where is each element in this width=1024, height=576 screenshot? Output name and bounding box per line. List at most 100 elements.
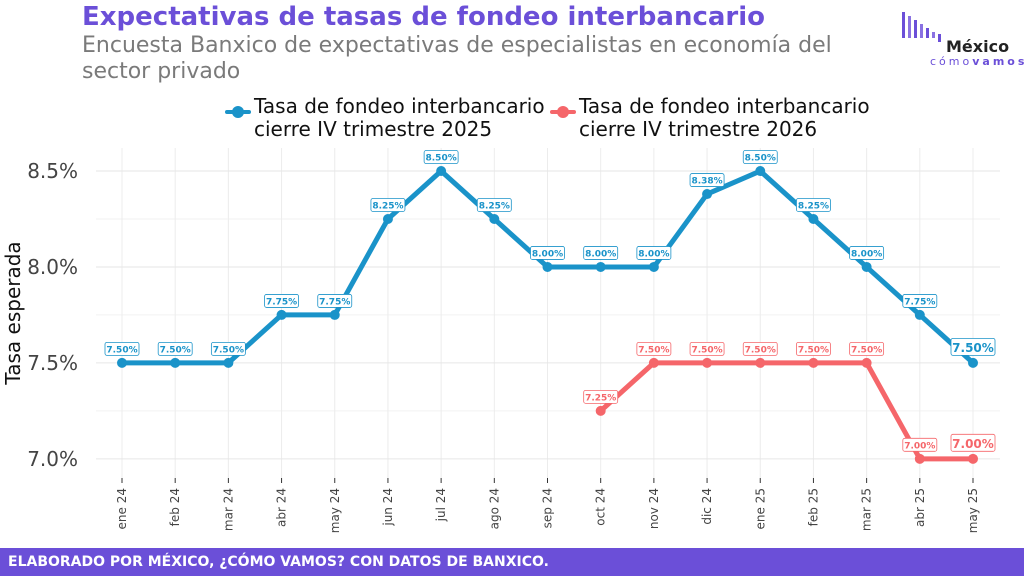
x-tick-label: sep 24	[541, 488, 555, 528]
data-label: 7.50%	[798, 345, 829, 355]
footer-credit: ELABORADO POR MÉXICO, ¿CÓMO VAMOS? CON D…	[8, 554, 549, 570]
data-label-box	[796, 198, 831, 212]
data-label: 7.50%	[106, 345, 137, 355]
data-label-box	[157, 341, 193, 356]
data-point	[595, 261, 606, 272]
y-tick-label: 8.0%	[27, 255, 78, 279]
legend-marker-2026	[550, 106, 576, 118]
chart-subtitle: Encuesta Banxico de expectativas de espe…	[82, 33, 832, 84]
data-point	[382, 213, 393, 224]
data-point	[648, 261, 659, 272]
data-label: 8.50%	[745, 154, 776, 164]
data-point	[808, 357, 819, 368]
data-label: 8.50%	[426, 154, 457, 164]
data-point	[329, 309, 340, 320]
mexico-como-vamos-logo: México cómovamos	[900, 10, 1024, 68]
legend-marker-2025	[225, 106, 251, 118]
data-label-box	[742, 341, 778, 356]
data-label-box	[849, 246, 885, 260]
data-point	[436, 166, 447, 177]
y-tick-label: 7.5%	[27, 351, 78, 375]
y-tick-label: 8.5%	[27, 159, 78, 183]
data-label-box	[264, 294, 299, 308]
data-point	[648, 357, 659, 368]
data-label: 7.50%	[691, 345, 722, 355]
data-label-box	[689, 341, 725, 356]
y-axis-label: Tasa esperada	[1, 241, 25, 385]
data-label: 7.00%	[904, 441, 935, 451]
footer-bar: ELABORADO POR MÉXICO, ¿CÓMO VAMOS? CON D…	[0, 548, 1024, 576]
logo-subtext: cómovamos	[930, 55, 1024, 68]
data-label-box	[902, 437, 938, 452]
data-label-box	[636, 341, 672, 356]
data-point	[861, 261, 872, 272]
data-label: 7.50%	[638, 345, 669, 355]
data-label-box	[104, 341, 140, 356]
data-point	[702, 189, 713, 200]
data-label-box	[742, 150, 778, 164]
data-label: 7.50%	[745, 345, 776, 355]
x-tick-label: jul 24	[434, 488, 448, 522]
data-label: 8.00%	[532, 249, 563, 259]
data-label-box	[370, 198, 406, 212]
data-point	[223, 357, 234, 368]
x-tick-label: dic 24	[700, 488, 714, 525]
x-tick-label: oct 24	[594, 488, 608, 526]
data-label: 7.25%	[585, 393, 616, 403]
x-tick-label: mar 25	[860, 488, 874, 531]
x-tick-label: feb 24	[168, 488, 182, 526]
y-tick-label: 7.0%	[27, 447, 78, 471]
data-point	[489, 213, 500, 224]
data-point	[968, 453, 978, 464]
x-tick-label: may 25	[966, 488, 980, 533]
data-label-box	[210, 341, 246, 356]
data-label: 7.75%	[319, 297, 350, 307]
x-tick-label: mar 24	[221, 488, 235, 531]
data-label: 8.00%	[851, 249, 882, 259]
legend-item-2025: Tasa de fondeo interbancario cierre IV t…	[225, 94, 545, 141]
data-label-box	[849, 341, 885, 356]
data-point	[808, 213, 819, 224]
data-label-box	[583, 389, 619, 404]
data-label: 8.25%	[479, 201, 510, 211]
x-tick-label: abr 25	[913, 488, 927, 527]
logo-text: México	[946, 37, 1010, 56]
legend-item-2026: Tasa de fondeo interbancario cierre IV t…	[550, 94, 870, 141]
data-label-box	[950, 337, 996, 356]
data-label: 8.25%	[372, 201, 403, 211]
data-point	[170, 357, 181, 368]
x-tick-label: ene 25	[753, 488, 767, 529]
data-point	[914, 309, 925, 320]
data-label: 7.50%	[160, 345, 191, 355]
data-label-box	[530, 246, 565, 260]
data-label: 8.00%	[638, 249, 669, 259]
x-tick-label: jun 24	[381, 488, 395, 527]
data-point	[276, 309, 287, 320]
data-label-box	[317, 294, 353, 308]
x-tick-label: ene 24	[115, 488, 129, 529]
line-chart: 7.0% 7.5% 8.0% 8.5% ene 24 feb 24 mar 24 abr 24…	[1, 148, 1000, 533]
data-label: 7.75%	[266, 297, 297, 307]
data-point	[595, 405, 606, 416]
legend-label-2025: Tasa de fondeo interbancario cierre IV t…	[254, 94, 545, 141]
data-label: 7.00%	[952, 437, 994, 451]
data-label: 7.50%	[851, 345, 882, 355]
data-label: 8.38%	[691, 177, 722, 187]
data-point	[755, 166, 766, 177]
data-label: 7.50%	[213, 345, 244, 355]
data-point	[914, 453, 925, 464]
data-label-box	[796, 341, 831, 356]
data-point	[755, 357, 766, 368]
data-point	[968, 357, 978, 368]
data-label: 7.75%	[904, 297, 935, 307]
data-label-box	[902, 294, 938, 308]
chart-legend: Tasa de fondeo interbancario cierre IV t…	[0, 95, 1024, 143]
legend-label-2026: Tasa de fondeo interbancario cierre IV t…	[579, 94, 870, 141]
data-label-box	[689, 173, 725, 187]
x-tick-label: feb 25	[806, 488, 820, 526]
data-point	[861, 357, 872, 368]
data-point	[117, 357, 127, 368]
data-label: 8.00%	[585, 249, 616, 259]
x-tick-label: may 24	[328, 488, 342, 533]
data-label: 8.25%	[798, 201, 829, 211]
